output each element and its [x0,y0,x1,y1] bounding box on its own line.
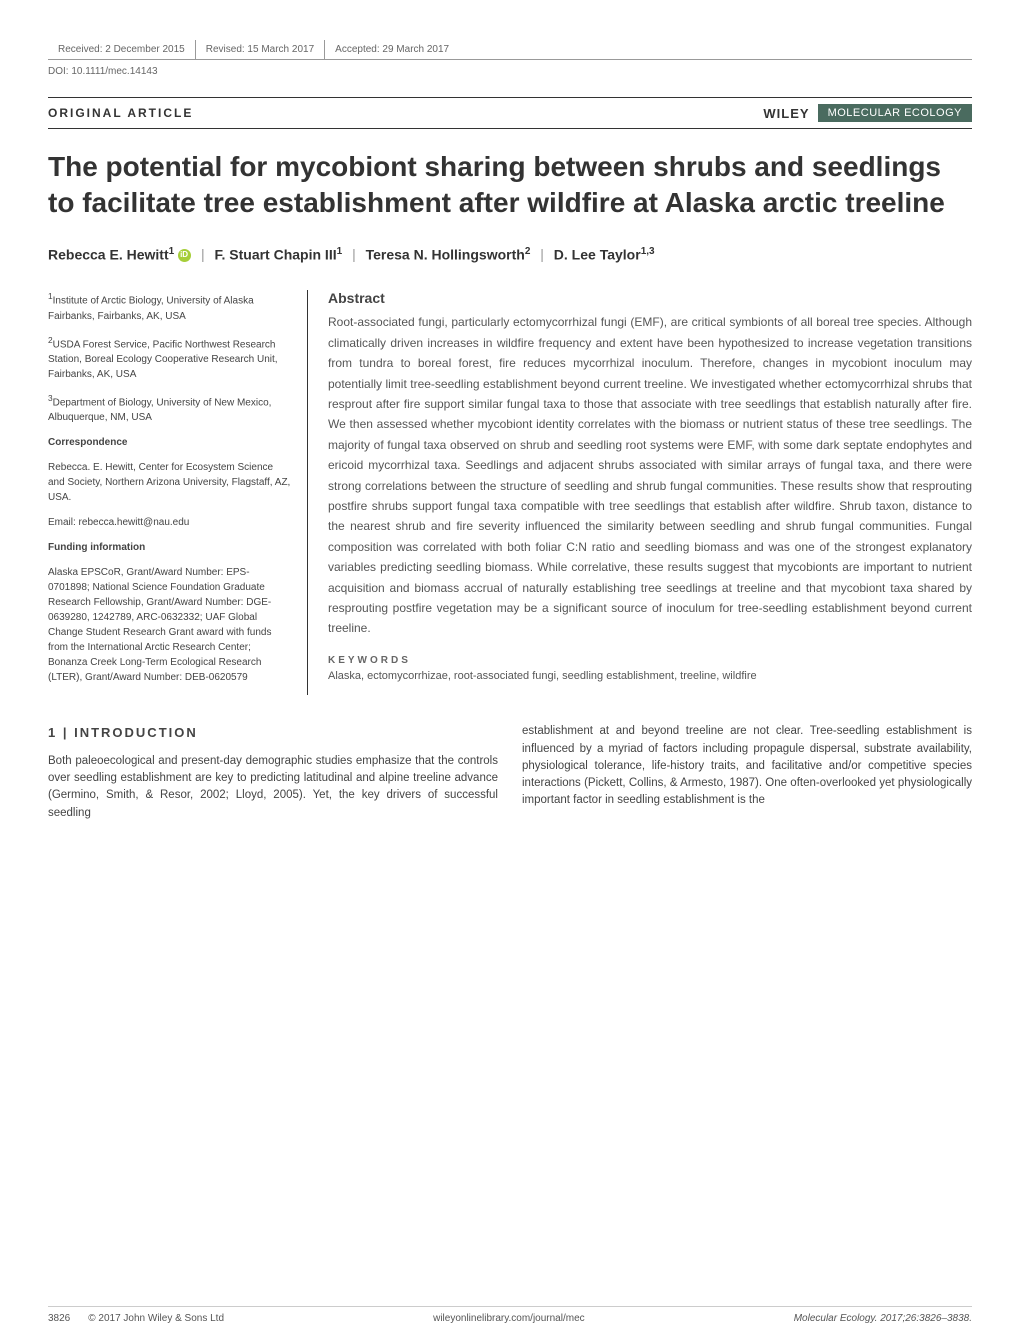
accepted-date: Accepted: 29 March 2017 [325,40,459,59]
page-footer: 3826 © 2017 John Wiley & Sons Ltd wileyo… [48,1306,972,1324]
author-2: F. Stuart Chapin III [214,246,336,262]
publisher-name: WILEY [763,106,809,121]
journal-badge: WILEY MOLECULAR ECOLOGY [763,104,972,122]
intro-right-column: establishment at and beyond treeline are… [522,723,972,822]
meta-abstract-row: 1Institute of Arctic Biology, University… [48,290,972,695]
funding-text: Alaska EPSCoR, Grant/Award Number: EPS-0… [48,565,291,685]
author-1: Rebecca E. Hewitt [48,246,169,262]
orcid-icon[interactable] [178,249,191,262]
affiliation-1: 1Institute of Arctic Biology, University… [48,290,291,323]
abstract-body: Root-associated fungi, particularly ecto… [328,312,972,638]
author-2-affil: 1 [337,246,343,257]
copyright-text: © 2017 John Wiley & Sons Ltd [88,1313,224,1324]
article-type-label: ORIGINAL ARTICLE [48,106,193,120]
keywords-list: Alaska, ectomycorrhizae, root-associated… [328,670,972,682]
author-4: D. Lee Taylor [554,246,641,262]
introduction-section: 1 | INTRODUCTION Both paleoecological an… [48,723,972,822]
affiliation-3: 3Department of Biology, University of Ne… [48,392,291,425]
abstract-heading: Abstract [328,290,972,306]
separator: | [540,246,544,262]
separator: | [201,246,205,262]
authors-list: Rebecca E. Hewitt1 | F. Stuart Chapin II… [48,246,972,263]
article-title: The potential for mycobiont sharing betw… [48,149,972,222]
received-date: Received: 2 December 2015 [48,40,196,59]
revised-date: Revised: 15 March 2017 [196,40,325,59]
intro-paragraph-right: establishment at and beyond treeline are… [522,723,972,809]
author-3: Teresa N. Hollingsworth [366,246,525,262]
correspondence-head: Correspondence [48,435,291,450]
intro-paragraph-left: Both paleoecological and present-day dem… [48,753,498,822]
journal-name: MOLECULAR ECOLOGY [818,104,972,122]
citation-text: Molecular Ecology. 2017;26:3826–3838. [794,1313,972,1324]
author-4-affil: 1,3 [641,246,655,257]
separator: | [352,246,356,262]
author-3-affil: 2 [525,246,531,257]
affiliations-sidebar: 1Institute of Arctic Biology, University… [48,290,308,695]
submission-dates-row: Received: 2 December 2015 Revised: 15 Ma… [48,40,972,60]
correspondence-text: Rebecca. E. Hewitt, Center for Ecosystem… [48,460,291,505]
abstract-column: Abstract Root-associated fungi, particul… [328,290,972,695]
correspondence-email: Email: rebecca.hewitt@nau.edu [48,515,291,530]
article-type-bar: ORIGINAL ARTICLE WILEY MOLECULAR ECOLOGY [48,97,972,129]
introduction-heading: 1 | INTRODUCTION [48,723,498,743]
keywords-heading: KEYWORDS [328,655,972,666]
doi-text: DOI: 10.1111/mec.14143 [48,64,972,97]
intro-left-column: 1 | INTRODUCTION Both paleoecological an… [48,723,498,822]
funding-head: Funding information [48,540,291,555]
journal-url: wileyonlinelibrary.com/journal/mec [433,1313,585,1324]
page-number: 3826 [48,1313,70,1324]
affiliation-2: 2USDA Forest Service, Pacific Northwest … [48,334,291,382]
footer-left: 3826 © 2017 John Wiley & Sons Ltd [48,1313,224,1324]
author-1-affil: 1 [169,246,175,257]
